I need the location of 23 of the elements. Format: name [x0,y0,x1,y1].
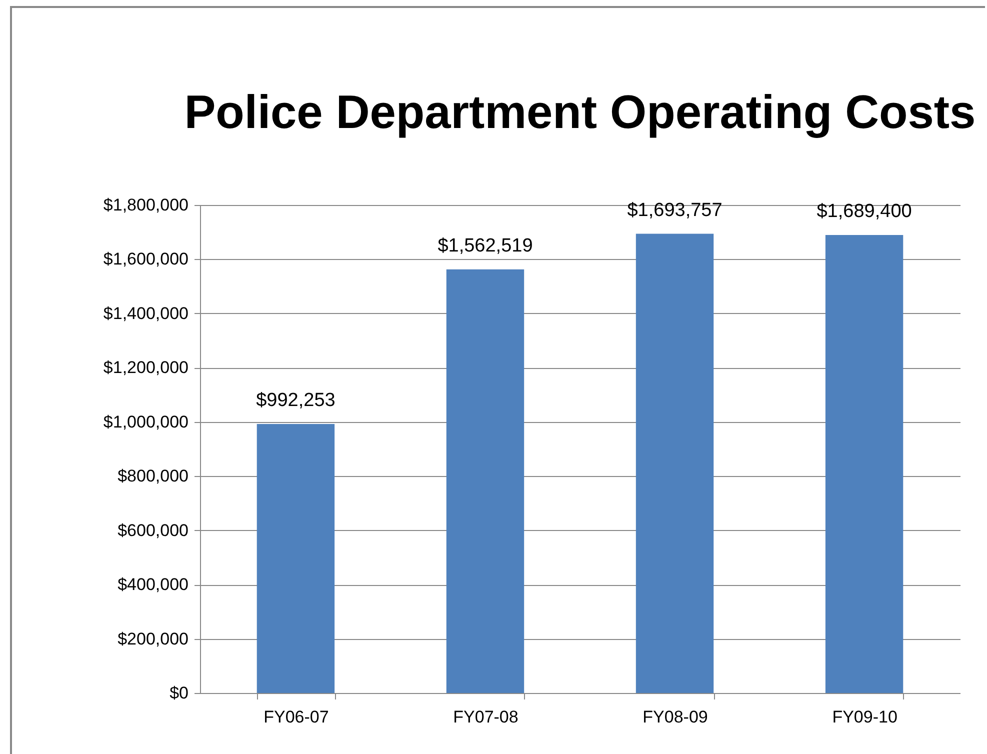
x-tick-label: FY08-09 [642,708,708,726]
data-label: $1,693,757 [627,200,722,221]
y-tick-label: $1,600,000 [103,250,188,269]
data-label: $992,253 [256,390,336,411]
data-label: $1,689,400 [816,200,912,222]
y-tick-label: $0 [170,684,188,702]
y-tick-label: $1,200,000 [103,358,188,378]
y-tick-label: $1,800,000 [103,196,188,214]
y-tick-label: $800,000 [118,466,188,486]
x-tick-label: FY07-08 [453,708,518,726]
bar [636,234,714,693]
y-tick-label: $400,000 [118,575,188,594]
bar [256,424,335,693]
y-tick-label: $1,400,000 [103,304,188,323]
data-label: $1,562,519 [438,235,533,256]
x-tick-label: FY09-10 [832,708,898,726]
y-tick-label: $200,000 [118,629,188,648]
y-tick-label: $600,000 [118,520,188,540]
x-tick-label: FY06-07 [264,708,329,726]
bar [446,269,524,693]
chart-title: Police Department Operating Costs [184,85,976,138]
y-tick-label: $1,000,000 [103,412,188,432]
bar [825,234,904,693]
